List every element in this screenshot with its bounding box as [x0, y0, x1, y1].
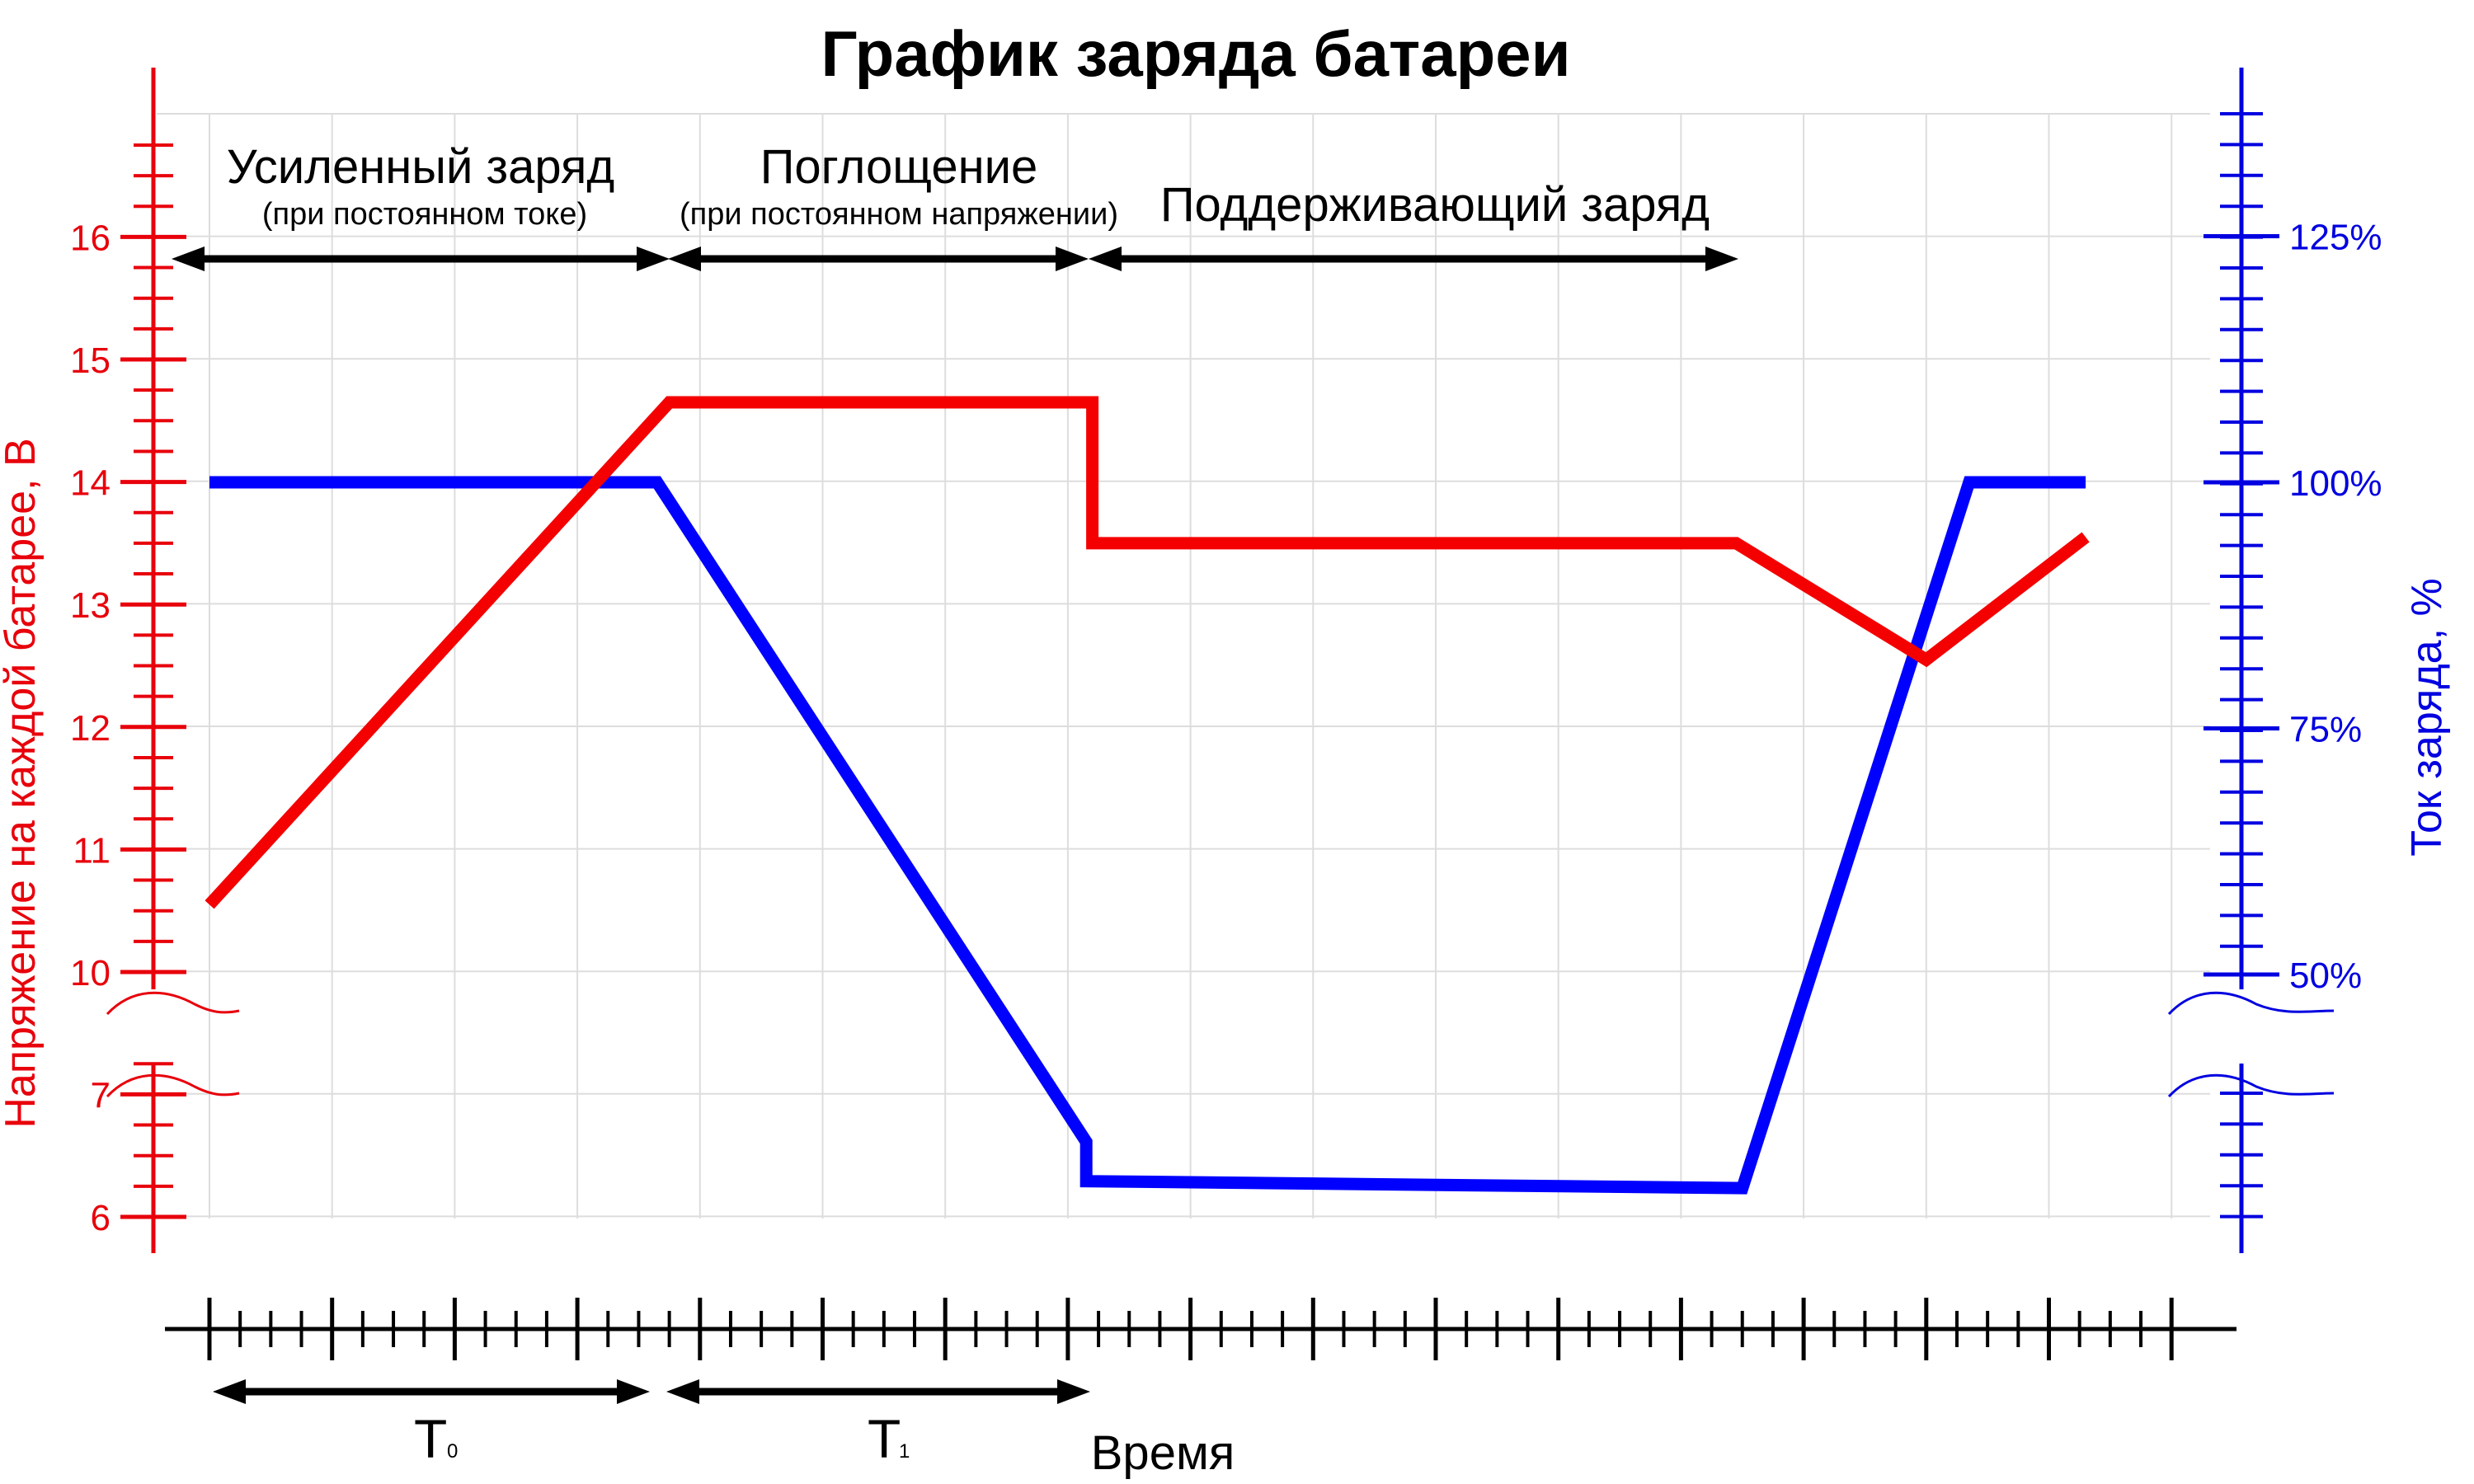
- phase-label-boost: Усиленный заряд: [227, 140, 614, 194]
- left-axis-tick-label: 11: [73, 830, 111, 871]
- arrow-head-left: [172, 247, 205, 271]
- arrow-head-right: [1705, 247, 1738, 271]
- right-axis-title: Ток заряда, %: [2403, 578, 2451, 856]
- x-axis-title: Время: [1091, 1426, 1235, 1480]
- left-axis-tick-label: 12: [70, 708, 111, 749]
- phase-label-absorption: Поглощение: [760, 140, 1038, 194]
- period-arrow-t1: [666, 1379, 1090, 1404]
- series-lines: [205, 396, 2090, 1195]
- left-axis-tick-label: 13: [70, 585, 111, 626]
- right-axis-tick-label: 50%: [2289, 956, 2362, 996]
- phase-labels: Усиленный заряд (при постоянном токе) По…: [227, 140, 1710, 232]
- arrow-head-left: [213, 1379, 246, 1404]
- phase-arrow-float: [1089, 247, 1738, 271]
- arrow-head-left: [666, 1379, 699, 1404]
- period-label-t0: T: [414, 1408, 447, 1469]
- series-line-voltage: [205, 396, 2090, 909]
- right-axis-break-top: [2167, 991, 2335, 1016]
- chart-title: График заряда батареи: [821, 17, 1570, 90]
- arrow-head-right: [1056, 247, 1089, 271]
- arrow-head-left: [1089, 247, 1122, 271]
- series-line-current: [209, 476, 2086, 1195]
- period-label-t1: T: [868, 1408, 901, 1469]
- right-axis-tick-label: 75%: [2289, 710, 2362, 750]
- period-subscript-t1: 1: [899, 1440, 910, 1463]
- left-axis-tick-label: 7: [91, 1075, 111, 1115]
- right-axis-tick-label: 125%: [2289, 218, 2382, 258]
- right-axis-tick-label: 100%: [2289, 463, 2382, 504]
- time-axis: [165, 1298, 2236, 1360]
- left-axis-tick-label: 15: [70, 340, 111, 381]
- right-current-axis: 50% 75% 100% 125%: [2167, 68, 2382, 1253]
- phase-sublabel-boost: (при постоянном токе): [262, 197, 587, 232]
- arrow-head-right: [1057, 1379, 1090, 1404]
- right-axis-break-bottom: [2167, 1073, 2335, 1098]
- phase-arrow-boost: [172, 247, 670, 271]
- phase-label-float: Поддерживающий заряд: [1160, 178, 1710, 232]
- arrow-head-right: [617, 1379, 650, 1404]
- period-arrow-t0: [213, 1379, 650, 1404]
- period-arrows: [213, 1379, 1090, 1404]
- left-axis-tick-label: 10: [70, 953, 111, 993]
- arrow-head-left: [668, 247, 701, 271]
- phase-sublabel-absorption: (при постоянном напряжении): [680, 197, 1118, 232]
- left-axis-title: Напряжение на каждой батарее, В: [0, 438, 45, 1128]
- left-axis-tick-label: 16: [70, 218, 111, 258]
- arrow-head-right: [637, 247, 670, 271]
- left-axis-break-top: [106, 991, 240, 1016]
- phase-arrows: [172, 247, 1738, 271]
- left-axis-tick-label: 6: [91, 1198, 111, 1238]
- phase-arrow-absorption: [668, 247, 1089, 271]
- left-axis-break-bottom: [106, 1073, 240, 1098]
- period-subscript-t0: 0: [447, 1440, 458, 1463]
- left-axis-tick-label: 14: [70, 463, 111, 504]
- grid: [157, 113, 2210, 1219]
- left-voltage-axis: 6 7 10 11 12 13 14 15 16: [70, 68, 240, 1253]
